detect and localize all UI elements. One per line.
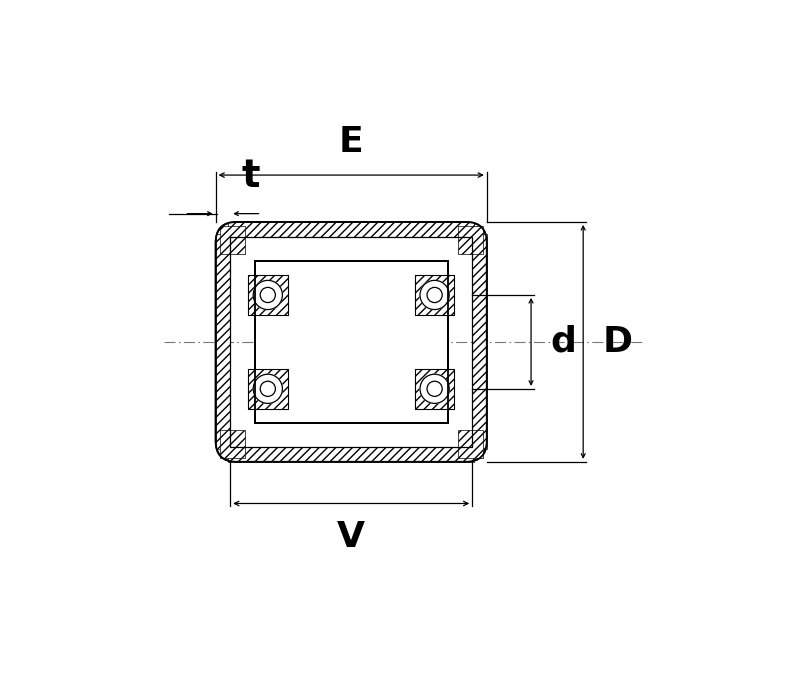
Bar	[231, 236, 472, 447]
Circle shape	[253, 280, 283, 309]
Bar	[472, 234, 486, 450]
Circle shape	[253, 374, 283, 403]
FancyBboxPatch shape	[216, 222, 486, 462]
Circle shape	[427, 381, 442, 397]
Bar	[255, 261, 448, 422]
Text: V: V	[337, 520, 365, 554]
Bar	[228, 222, 475, 236]
Circle shape	[420, 374, 449, 403]
Circle shape	[260, 287, 275, 303]
Text: d: d	[551, 325, 577, 359]
Bar	[415, 276, 454, 315]
Bar	[220, 430, 245, 458]
Bar	[255, 261, 448, 422]
Text: D: D	[603, 325, 633, 359]
Bar	[248, 369, 287, 408]
Circle shape	[260, 381, 275, 397]
Bar	[415, 276, 454, 315]
Bar	[415, 369, 454, 408]
Bar	[457, 226, 482, 254]
Bar	[248, 276, 287, 315]
Circle shape	[427, 287, 442, 303]
Bar	[248, 369, 287, 408]
Circle shape	[420, 280, 449, 309]
Text: E: E	[339, 125, 364, 160]
Bar	[415, 369, 454, 408]
Bar	[228, 447, 475, 462]
Text: t: t	[242, 157, 260, 195]
Bar	[216, 234, 231, 450]
Bar	[220, 226, 245, 254]
Bar	[248, 276, 287, 315]
Bar	[457, 430, 482, 458]
